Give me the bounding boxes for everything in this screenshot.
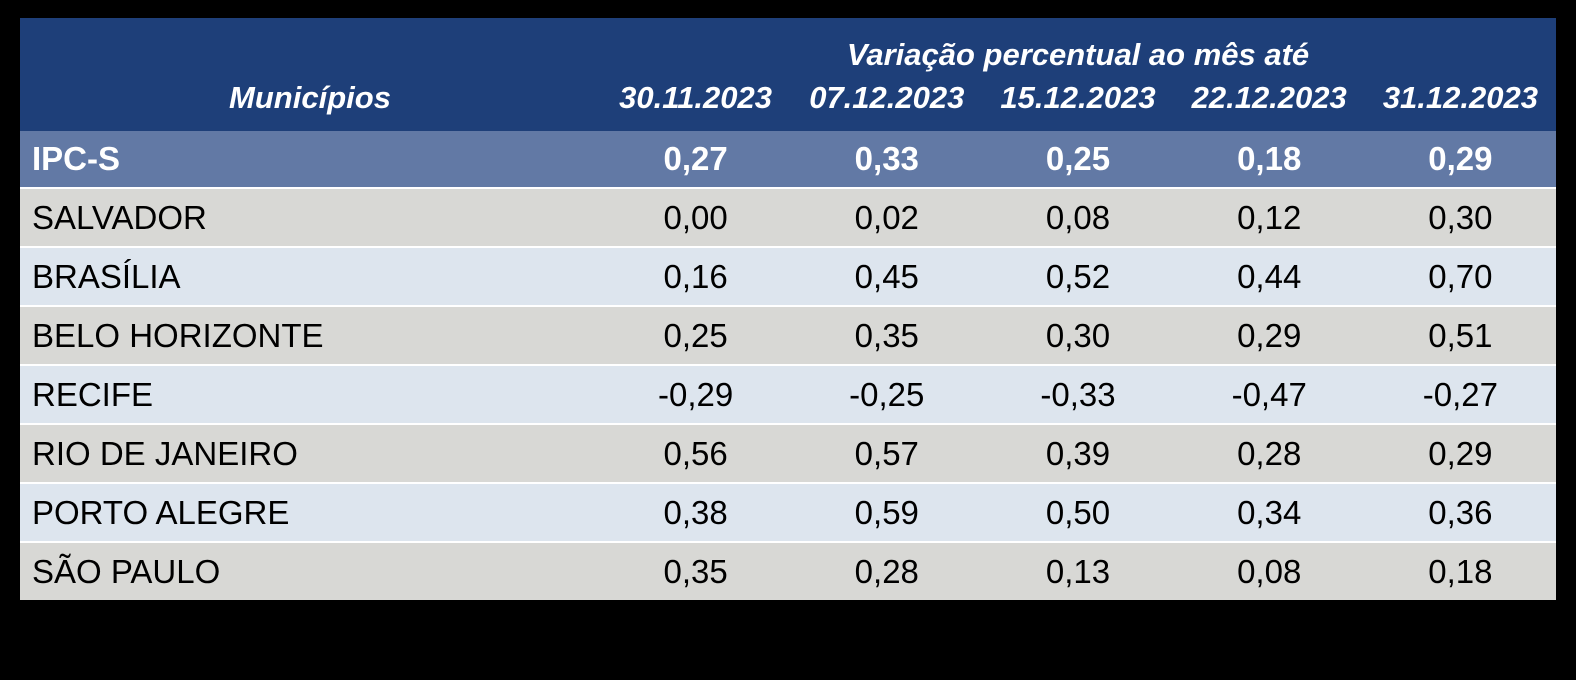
row-label: IPC-S [32,140,121,177]
row-label: SÃO PAULO [32,552,221,590]
cell-value: 0,51 [1428,316,1493,354]
cell-value: 0,12 [1237,198,1302,236]
cell-value: 0,50 [1045,493,1111,531]
cell-value: 0,25 [663,316,728,354]
cell-value: 0,18 [1428,552,1493,590]
cell-value: 0,08 [1045,198,1111,236]
column-header-municipios: Municípios [229,80,391,115]
table-row-ipcs: IPC-S 0,27 0,33 0,25 0,18 0,29 [20,131,1556,187]
cell-value: 0,29 [1428,140,1493,177]
cell-value: 0,16 [663,257,728,295]
cell-value: 0,59 [854,493,919,531]
cell-value: 0,13 [1045,552,1111,590]
cell-value: -0,27 [1422,375,1498,413]
cell-value: 0,52 [1045,257,1111,295]
cell-value: 0,30 [1045,316,1111,354]
column-header-date-4: 22.12.2023 [1191,80,1347,115]
row-label: SALVADOR [32,198,207,236]
cell-value: 0,38 [663,493,728,531]
cell-value: -0,25 [849,375,925,413]
column-header-date-1: 30.11.2023 [619,80,773,115]
row-label: PORTO ALEGRE [32,493,290,531]
column-header-date-5: 31.12.2023 [1382,80,1538,115]
row-label: BRASÍLIA [32,257,181,295]
table-row-rio-de-janeiro: RIO DE JANEIRO 0,56 0,57 0,39 0,28 0,29 [20,423,1556,482]
ipcs-table: Variação percentual ao mês até Município… [20,18,1556,600]
cell-value: 0,29 [1237,316,1302,354]
cell-value: 0,02 [854,198,919,236]
cell-value: 0,25 [1045,140,1111,177]
cell-value: 0,39 [1045,434,1111,472]
cell-value: 0,35 [663,552,728,590]
cell-value: 0,33 [854,140,919,177]
cell-value: 0,35 [854,316,919,354]
column-header-date-3: 15.12.2023 [1000,80,1156,115]
cell-value: 0,34 [1237,493,1302,531]
cell-value: 0,30 [1428,198,1493,236]
column-header-date-2: 07.12.2023 [809,80,965,115]
cell-value: -0,29 [657,375,734,413]
cell-value: 0,18 [1237,140,1302,177]
group-title: Variação percentual ao mês até [846,37,1310,72]
row-label: BELO HORIZONTE [32,316,324,354]
cell-value: 0,36 [1428,493,1493,531]
cell-value: 0,56 [663,434,728,472]
table-row-salvador: SALVADOR 0,00 0,02 0,08 0,12 0,30 [20,187,1556,246]
table-header: Variação percentual ao mês até Município… [20,18,1556,131]
table-row-brasilia: BRASÍLIA 0,16 0,45 0,52 0,44 0,70 [20,246,1556,305]
table-row-sao-paulo: SÃO PAULO 0,35 0,28 0,13 0,08 0,18 [20,541,1556,600]
table-row-recife: RECIFE -0,29 -0,25 -0,33 -0,47 -0,27 [20,364,1556,423]
row-label: RECIFE [32,375,154,413]
table-row-porto-alegre: PORTO ALEGRE 0,38 0,59 0,50 0,34 0,36 [20,482,1556,541]
table-row-belo-horizonte: BELO HORIZONTE 0,25 0,35 0,30 0,29 0,51 [20,305,1556,364]
row-label: RIO DE JANEIRO [32,434,298,472]
cell-value: 0,57 [854,434,919,472]
cell-value: 0,28 [854,552,919,590]
cell-value: 0,08 [1237,552,1302,590]
cell-value: 0,44 [1237,257,1302,295]
cell-value: 0,70 [1428,257,1493,295]
cell-value: -0,47 [1231,375,1307,413]
cell-value: 0,28 [1237,434,1302,472]
cell-value: 0,45 [854,257,919,295]
cell-value: 0,29 [1428,434,1493,472]
cell-value: -0,33 [1040,375,1116,413]
cell-value: 0,27 [663,140,728,177]
cell-value: 0,00 [663,198,728,236]
